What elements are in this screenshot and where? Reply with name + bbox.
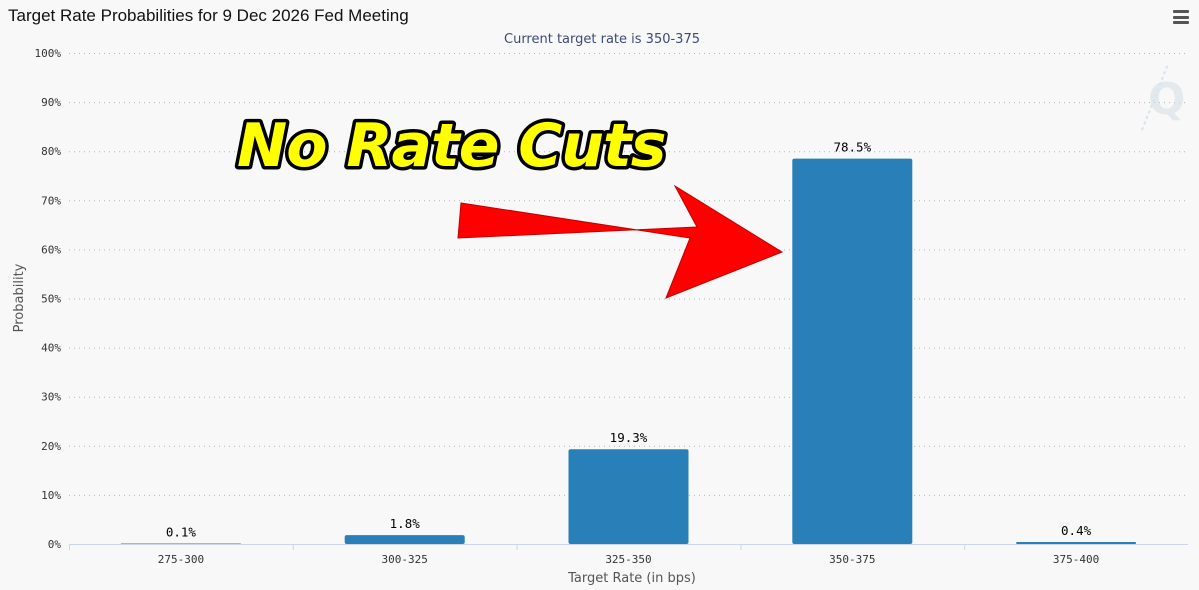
y-tick-label: 60% [41, 243, 61, 256]
bar-325-350[interactable] [568, 449, 689, 544]
y-tick-label: 40% [41, 342, 61, 355]
watermark-logo-icon: Q [1141, 63, 1185, 131]
y-tick-label: 10% [41, 489, 61, 502]
y-tick-label: 0% [48, 538, 62, 551]
y-tick-label: 90% [41, 96, 61, 109]
y-axis-title: Probability [12, 263, 27, 332]
annotation-text: No Rate Cuts [237, 111, 665, 181]
data-label-350-375: 78.5% [833, 140, 871, 155]
y-tick-label: 100% [35, 47, 62, 60]
y-tick-label: 30% [41, 391, 61, 404]
x-axis-ticks: 275-300 300-325 325-350 350-375 375-400 [69, 544, 1099, 566]
bar-300-325[interactable] [344, 535, 465, 544]
y-axis-ticks: 0% 10% 20% 30% 40% 50% 60% 70% 80% 90% 100% [35, 47, 62, 551]
red-arrow [457, 184, 784, 299]
bar-350-375[interactable] [792, 158, 913, 544]
y-tick-label: 70% [41, 194, 61, 207]
data-label-325-350: 19.3% [610, 430, 648, 445]
x-tick-label: 300-325 [382, 553, 428, 566]
chart-subtitle: Current target rate is 350-375 [504, 32, 700, 47]
y-tick-label: 80% [41, 145, 61, 158]
hamburger-menu-icon[interactable] [1173, 10, 1189, 24]
x-axis-title: Target Rate (in bps) [567, 571, 696, 586]
x-tick-label: 350-375 [829, 553, 875, 566]
bar-375-400[interactable] [1016, 542, 1137, 544]
data-label-375-400: 0.4% [1061, 523, 1092, 538]
bars: 0.1% 1.8% 19.3% 78.5% 0.4% [120, 140, 1137, 544]
y-tick-label: 50% [41, 293, 61, 306]
data-label-275-300: 0.1% [166, 525, 197, 540]
data-label-300-325: 1.8% [390, 516, 421, 531]
x-tick-label: 325-350 [605, 553, 651, 566]
chart-title: Target Rate Probabilities for 9 Dec 2026… [8, 6, 409, 25]
y-tick-label: 20% [41, 440, 61, 453]
x-tick-label: 275-300 [158, 553, 204, 566]
x-tick-label: 375-400 [1053, 553, 1099, 566]
